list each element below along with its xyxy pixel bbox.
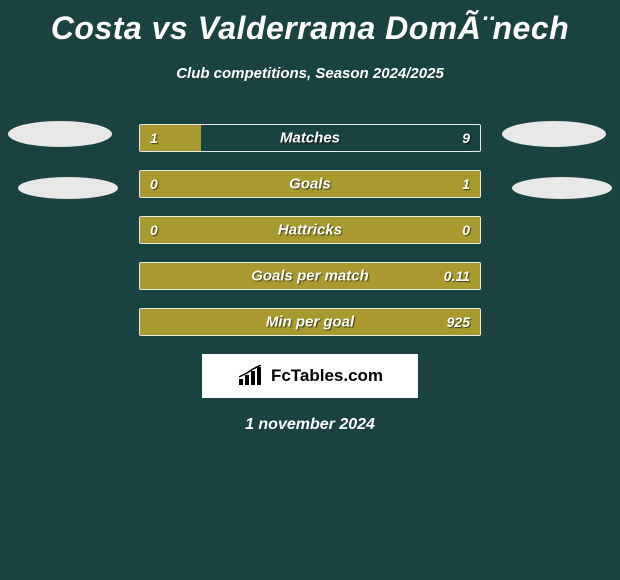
stat-right-value: 925 [447,314,470,330]
ellipse-shape [8,121,112,147]
chart-icon [237,365,265,387]
stat-row: 0 Hattricks 0 [139,216,481,244]
comparison-chart: 1 Matches 9 0 Goals 1 0 Hattricks 0 Goal… [0,124,620,336]
stat-right-value: 0 [462,222,470,238]
stat-row: Min per goal 925 [139,308,481,336]
stat-right-value: 0.11 [444,268,470,284]
stat-label: Matches [140,130,480,147]
page-title: Costa vs Valderrama DomÃ¨nech [0,0,620,47]
right-player-placeholder [502,121,612,229]
stat-label: Hattricks [140,222,480,239]
stat-row: Goals per match 0.11 [139,262,481,290]
page-subtitle: Club competitions, Season 2024/2025 [0,65,620,82]
stat-right-value: 9 [462,130,470,146]
stat-label: Goals per match [140,268,480,285]
stat-bars: 1 Matches 9 0 Goals 1 0 Hattricks 0 Goal… [139,124,481,336]
ellipse-shape [18,177,118,199]
date-text: 1 november 2024 [0,416,620,434]
stat-row: 1 Matches 9 [139,124,481,152]
left-player-placeholder [8,121,118,229]
stat-label: Min per goal [140,314,480,331]
stat-row: 0 Goals 1 [139,170,481,198]
ellipse-shape [512,177,612,199]
source-badge: FcTables.com [202,354,418,398]
stat-label: Goals [140,176,480,193]
badge-text: FcTables.com [271,366,383,386]
ellipse-shape [502,121,606,147]
stat-right-value: 1 [462,176,470,192]
